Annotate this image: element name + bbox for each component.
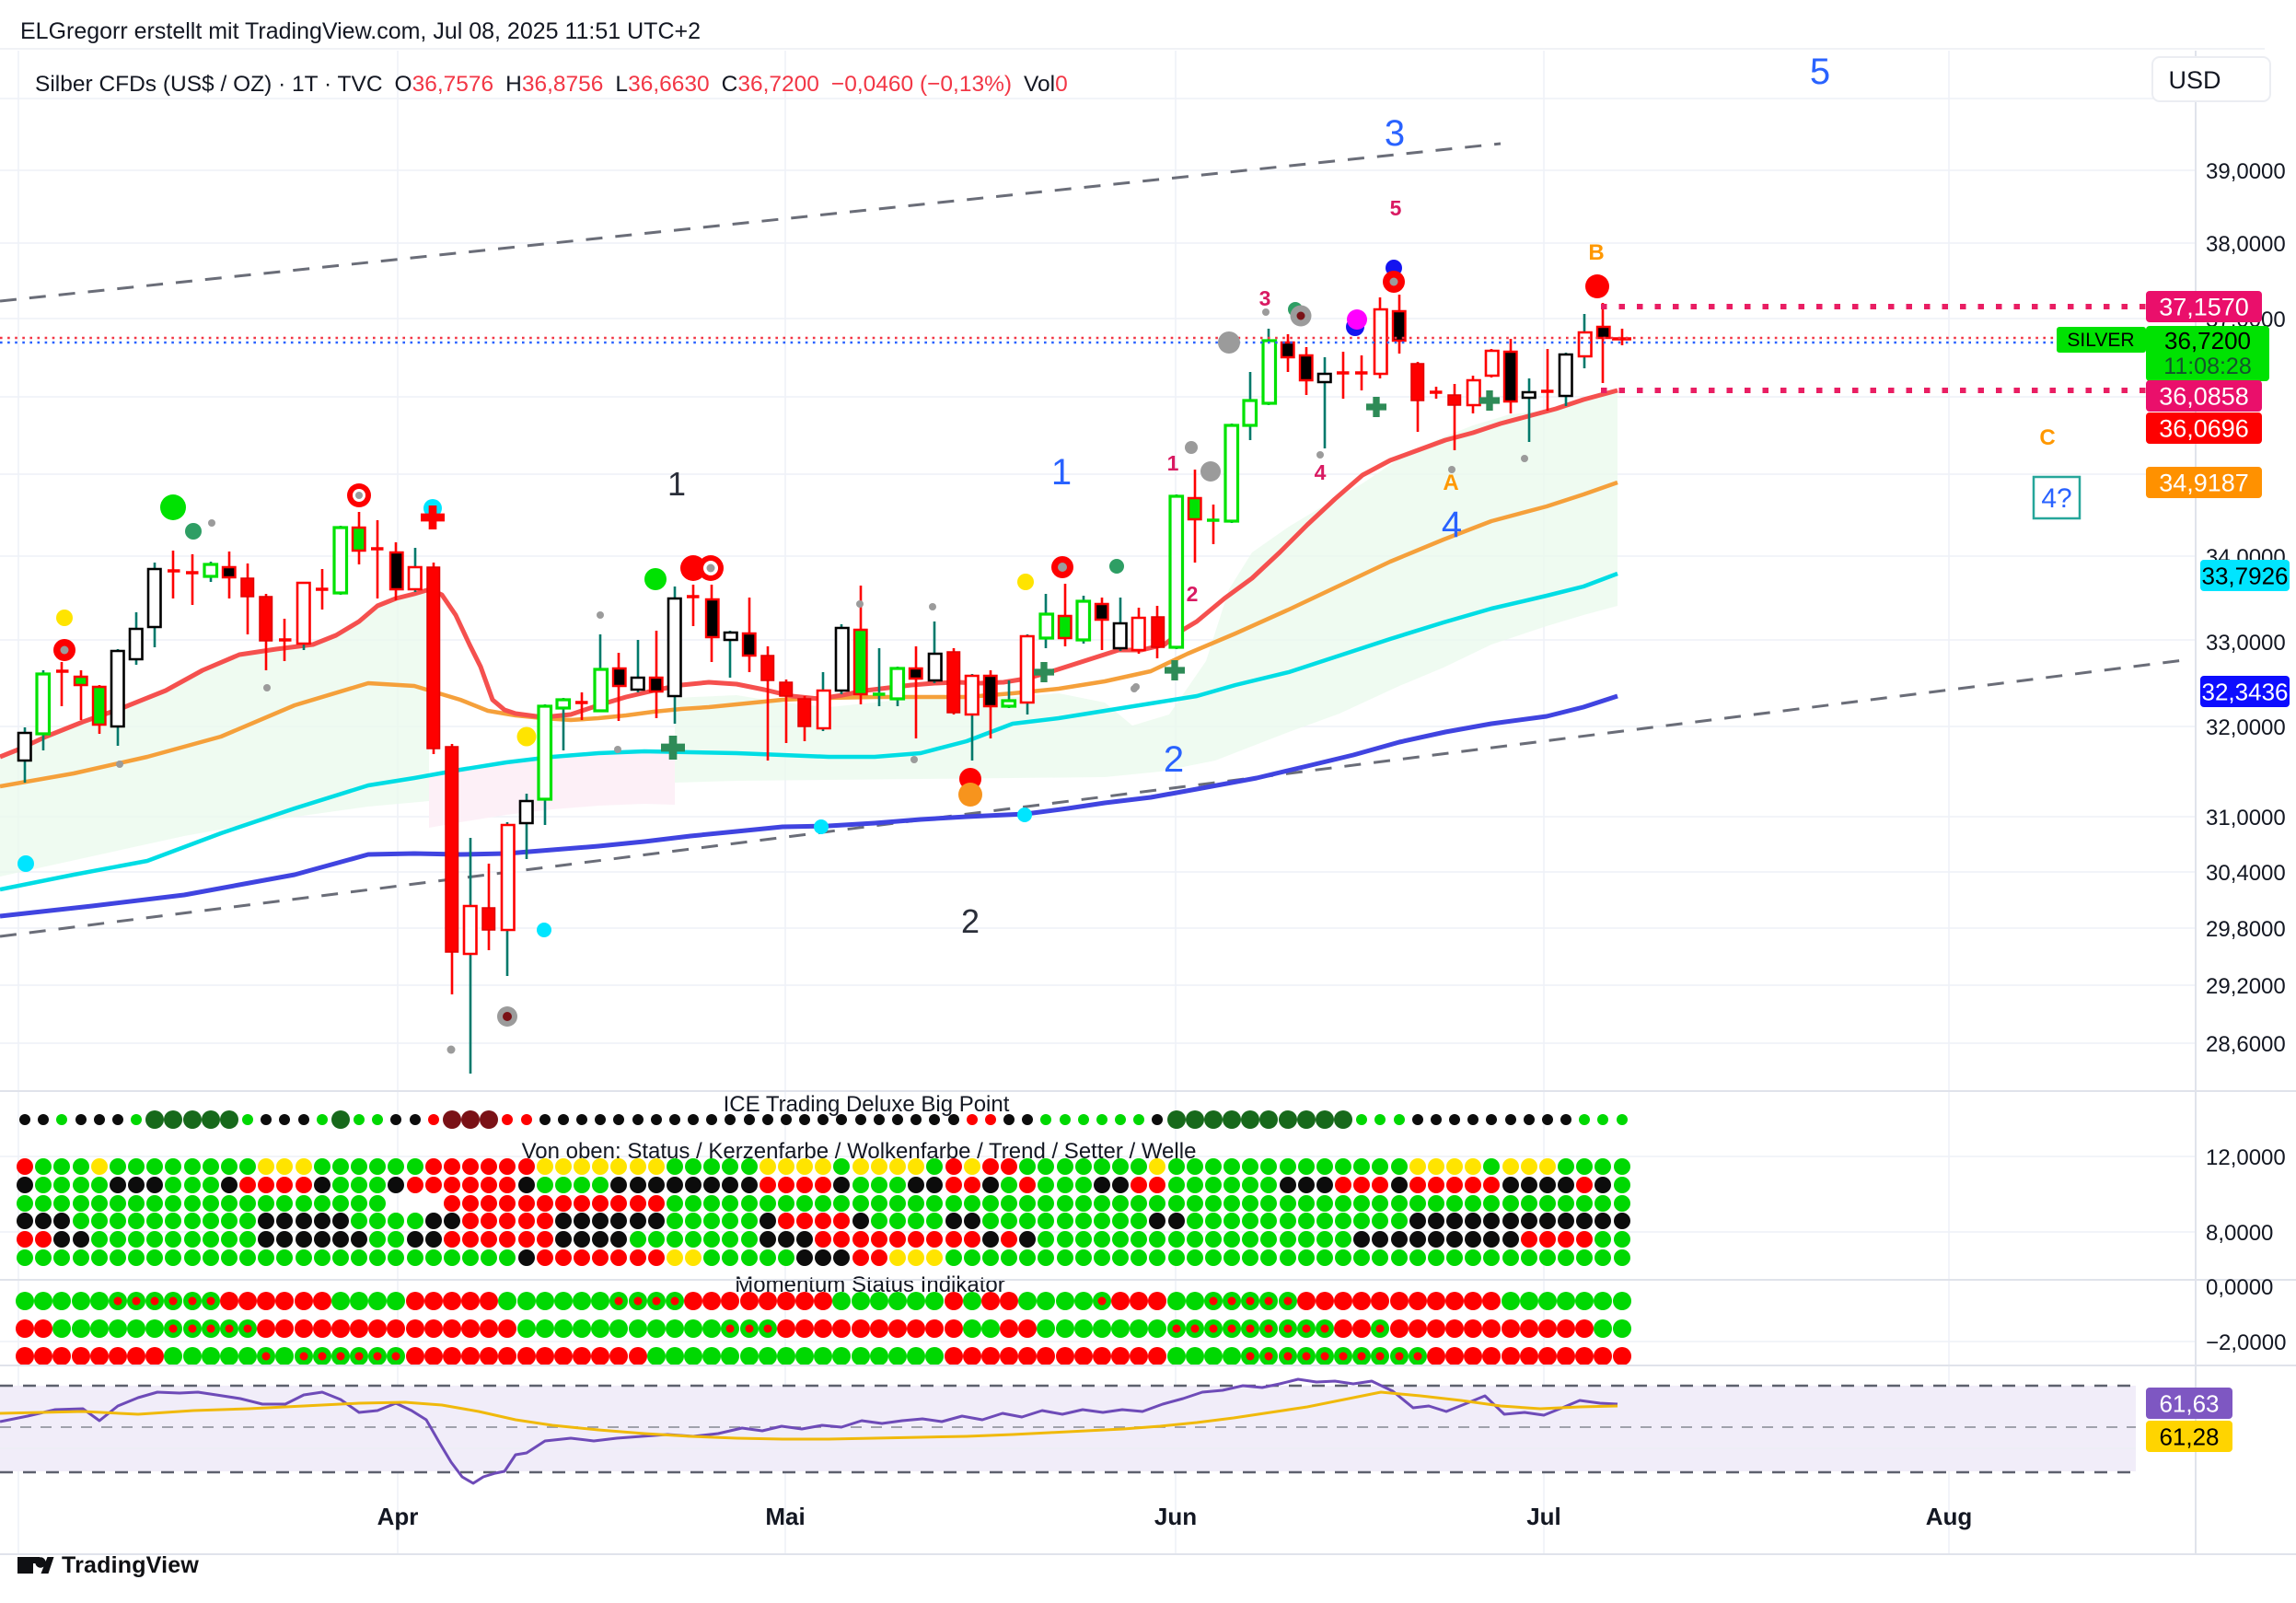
svg-text:37,1570: 37,1570 — [2159, 294, 2249, 321]
svg-text:Aug: Aug — [1926, 1503, 1973, 1530]
svg-text:12,0000: 12,0000 — [2206, 1145, 2286, 1170]
svg-text:3: 3 — [1259, 286, 1271, 310]
svg-text:38,0000: 38,0000 — [2206, 232, 2286, 257]
svg-text:2: 2 — [961, 902, 980, 940]
svg-text:0,0000: 0,0000 — [2206, 1275, 2273, 1300]
svg-text:2: 2 — [1164, 739, 1184, 780]
svg-text:4?: 4? — [2041, 483, 2071, 514]
svg-text:USD: USD — [2168, 66, 2221, 94]
svg-text:2: 2 — [1187, 582, 1199, 606]
svg-text:1: 1 — [1051, 452, 1072, 493]
svg-text:32,0000: 32,0000 — [2206, 715, 2286, 740]
svg-text:Apr: Apr — [377, 1503, 419, 1530]
svg-text:Silber CFDs (US$ / OZ) · 1T ·: Silber CFDs (US$ / OZ) · 1T · TVC O36,757… — [35, 72, 1068, 97]
svg-text:61,63: 61,63 — [2159, 1389, 2219, 1417]
svg-text:ELGregorr erstellt mit Trading: ELGregorr erstellt mit TradingView.com, … — [20, 18, 701, 44]
svg-text:30,4000: 30,4000 — [2206, 861, 2286, 886]
svg-text:−2,0000: −2,0000 — [2206, 1330, 2286, 1355]
svg-text:28,6000: 28,6000 — [2206, 1032, 2286, 1057]
svg-text:B: B — [1588, 240, 1604, 265]
svg-text:39,0000: 39,0000 — [2206, 159, 2286, 184]
svg-text:36,0696: 36,0696 — [2159, 415, 2249, 443]
svg-text:Mai: Mai — [765, 1503, 805, 1530]
svg-text:SILVER: SILVER — [2067, 330, 2134, 351]
svg-text:8,0000: 8,0000 — [2206, 1221, 2273, 1246]
svg-text:32,3436: 32,3436 — [2202, 678, 2289, 705]
svg-text:5: 5 — [1810, 52, 1830, 92]
svg-text:36,7200: 36,7200 — [2164, 327, 2251, 354]
svg-text:33,0000: 33,0000 — [2206, 631, 2286, 656]
svg-text:Jul: Jul — [1526, 1503, 1561, 1530]
svg-text:29,2000: 29,2000 — [2206, 974, 2286, 999]
svg-text:C: C — [2039, 425, 2055, 450]
svg-text:5: 5 — [1390, 196, 1402, 220]
svg-text:TradingView: TradingView — [62, 1552, 199, 1578]
svg-text:31,0000: 31,0000 — [2206, 806, 2286, 831]
svg-text:Jun: Jun — [1154, 1503, 1197, 1530]
svg-text:A: A — [1443, 470, 1458, 495]
svg-text:61,28: 61,28 — [2159, 1423, 2219, 1450]
svg-text:33,7926: 33,7926 — [2202, 562, 2289, 589]
svg-text:34,9187: 34,9187 — [2159, 470, 2249, 497]
svg-text:29,8000: 29,8000 — [2206, 917, 2286, 942]
svg-text:36,0858: 36,0858 — [2159, 383, 2249, 411]
svg-text:1: 1 — [667, 465, 686, 503]
svg-text:1: 1 — [1167, 451, 1179, 475]
svg-text:4: 4 — [1315, 460, 1327, 484]
svg-text:Momentum Status Indikator: Momentum Status Indikator — [735, 1272, 1004, 1297]
svg-text:ICE Trading Deluxe Big Point: ICE Trading Deluxe Big Point — [724, 1092, 1010, 1117]
svg-text:3: 3 — [1385, 113, 1405, 154]
svg-text:11:08:28: 11:08:28 — [2163, 354, 2251, 379]
svg-text:4: 4 — [1442, 505, 1462, 545]
